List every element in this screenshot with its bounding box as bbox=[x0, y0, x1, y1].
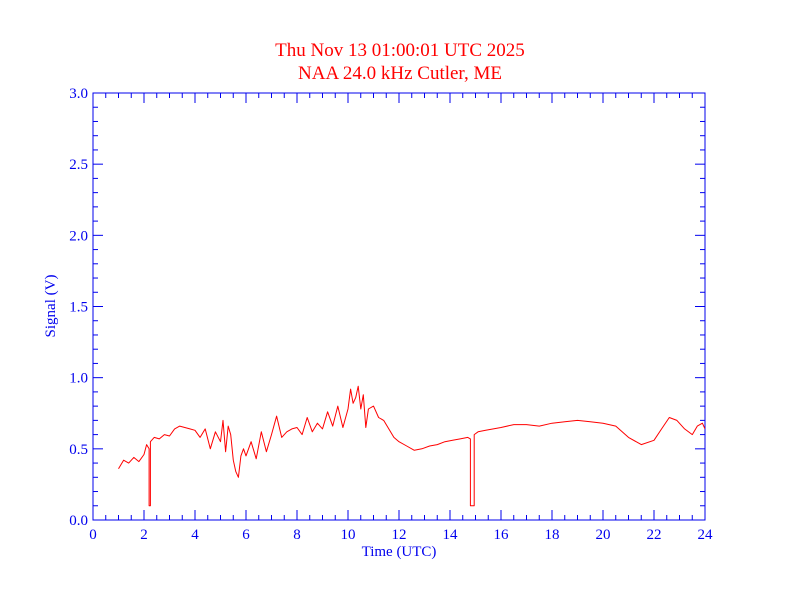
x-tick-label: 18 bbox=[545, 527, 560, 543]
x-tick-label: 12 bbox=[392, 527, 407, 543]
x-tick-label: 16 bbox=[494, 527, 510, 543]
x-tick-label: 4 bbox=[191, 527, 199, 543]
x-tick-label: 8 bbox=[293, 527, 301, 543]
chart-title: Thu Nov 13 01:00:01 UTC 2025 bbox=[275, 40, 525, 61]
y-ticks bbox=[93, 92, 705, 521]
y-tick-label: 1.5 bbox=[69, 300, 88, 316]
y-tick-label: 0.5 bbox=[69, 442, 88, 458]
x-ticks bbox=[92, 93, 706, 520]
y-tick-label: 1.0 bbox=[69, 371, 88, 387]
y-tick-labels: 0.0 0.5 1.0 1.5 2.0 2.5 3.0 bbox=[69, 86, 88, 529]
x-tick-label: 0 bbox=[89, 527, 97, 543]
y-tick-label: 2.0 bbox=[69, 228, 88, 244]
x-tick-label: 6 bbox=[242, 527, 250, 543]
x-tick-label: 22 bbox=[647, 527, 662, 543]
x-tick-labels: 0 2 4 6 8 10 12 14 16 18 20 22 24 bbox=[89, 527, 713, 543]
x-tick-label: 14 bbox=[443, 527, 459, 543]
x-tick-label: 20 bbox=[596, 527, 611, 543]
y-tick-label: 0.0 bbox=[69, 513, 88, 529]
chart-subtitle: NAA 24.0 kHz Cutler, ME bbox=[298, 63, 502, 84]
x-tick-label: 24 bbox=[698, 527, 714, 543]
signal-line bbox=[118, 385, 705, 507]
y-tick-label: 3.0 bbox=[69, 86, 88, 102]
x-axis-label: Time (UTC) bbox=[362, 544, 437, 560]
x-tick-label: 10 bbox=[341, 527, 356, 543]
series-group bbox=[118, 385, 705, 507]
plot-frame bbox=[92, 92, 706, 521]
y-tick-label: 2.5 bbox=[69, 157, 88, 173]
x-tick-label: 2 bbox=[140, 527, 148, 543]
y-axis-label: Signal (V) bbox=[43, 275, 59, 338]
